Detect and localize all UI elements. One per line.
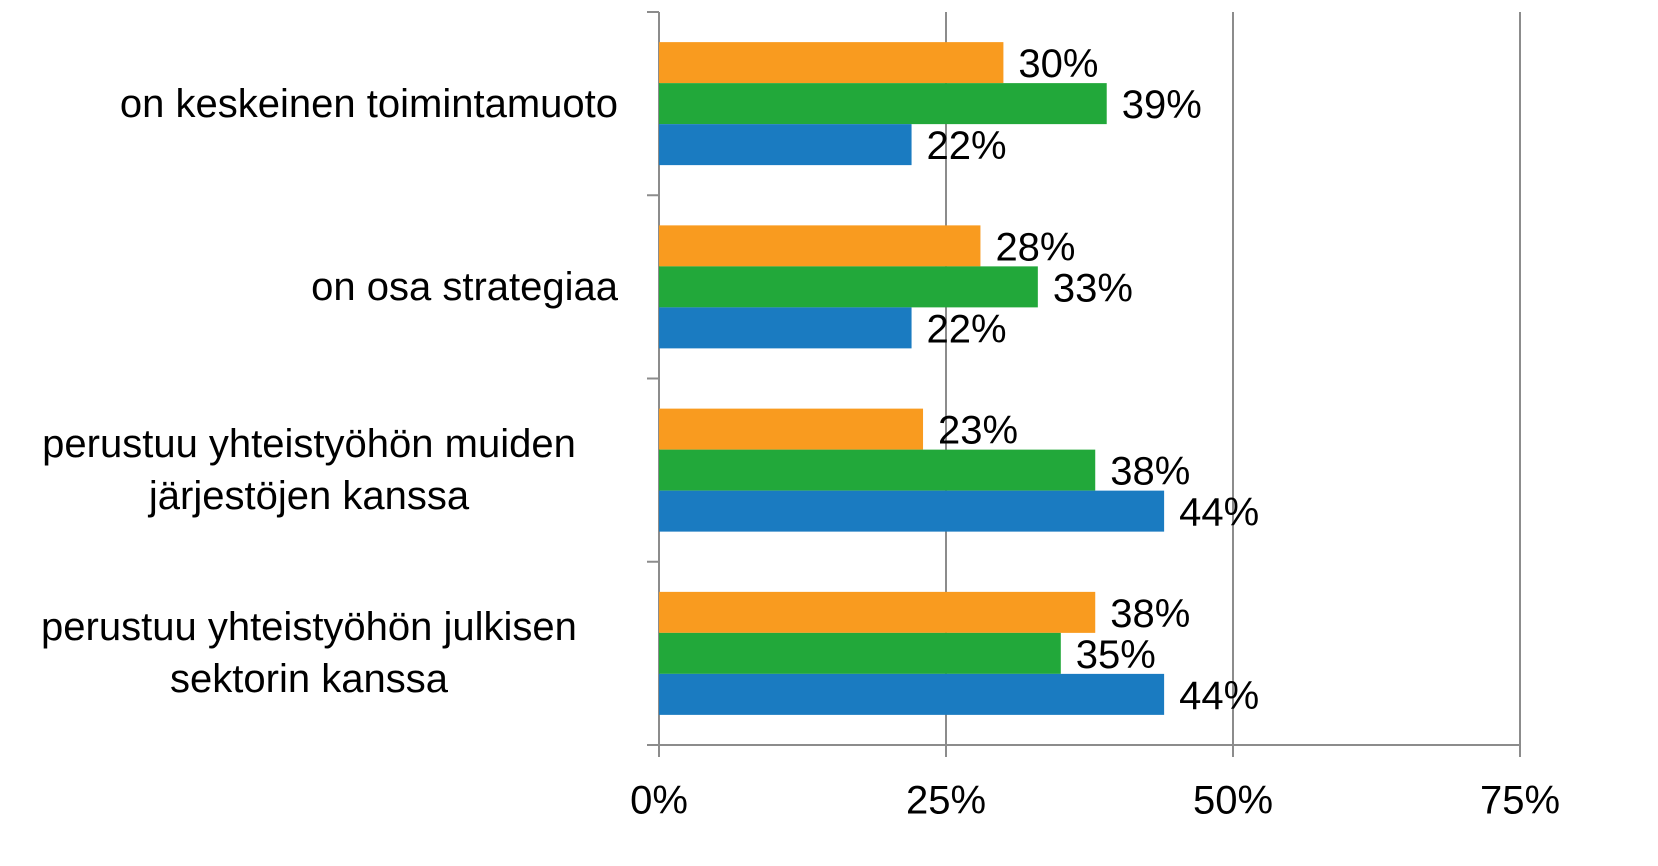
data-label: 22% <box>927 307 1007 351</box>
data-label: 23% <box>938 409 1018 453</box>
y-tick-label-box: on osa strategiaa <box>311 195 618 378</box>
data-label: 44% <box>1179 491 1259 535</box>
data-label: 35% <box>1076 633 1156 677</box>
bar <box>659 490 1165 532</box>
data-label: 33% <box>1053 266 1133 310</box>
y-tick-label: perustuu yhteistyöhön julkisen sektorin … <box>41 605 577 702</box>
bar <box>659 42 1004 84</box>
bar <box>659 124 912 166</box>
bar <box>659 408 924 450</box>
data-label: 38% <box>1110 592 1190 636</box>
bar <box>659 449 1096 491</box>
y-tick-label-box: perustuu yhteistyöhön julkisen sektorin … <box>0 562 618 745</box>
y-tick-label-box: perustuu yhteistyöhön muiden järjestöjen… <box>0 379 618 562</box>
data-label: 28% <box>995 225 1075 269</box>
bar <box>659 307 912 349</box>
bar <box>659 225 981 267</box>
data-label: 39% <box>1122 83 1202 127</box>
data-label: 38% <box>1110 450 1190 494</box>
y-tick-label-box: on keskeinen toimintamuoto <box>120 12 618 195</box>
data-label: 44% <box>1179 674 1259 718</box>
bar <box>659 83 1107 125</box>
x-tick-label: 0% <box>630 779 688 823</box>
bar <box>659 673 1165 715</box>
y-tick-label: on osa strategiaa <box>311 264 618 309</box>
bar <box>659 632 1061 674</box>
bar <box>659 266 1038 308</box>
bar <box>659 591 1096 633</box>
x-tick-label: 50% <box>1193 779 1273 823</box>
x-tick-label: 25% <box>906 779 986 823</box>
data-label: 30% <box>1018 42 1098 86</box>
y-tick-label: on keskeinen toimintamuoto <box>119 81 618 126</box>
y-tick-label: perustuu yhteistyöhön muiden järjestöjen… <box>42 422 576 519</box>
data-label: 22% <box>927 124 1007 168</box>
x-tick-label: 75% <box>1480 779 1560 823</box>
